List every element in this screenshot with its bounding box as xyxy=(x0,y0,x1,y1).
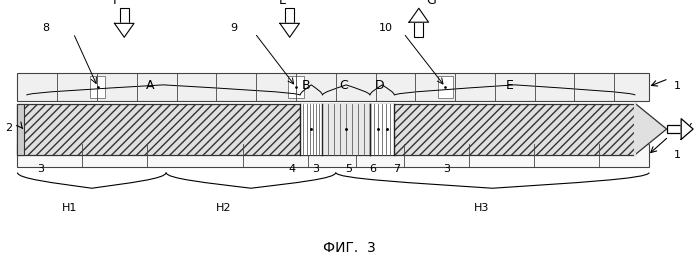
Text: 9: 9 xyxy=(230,23,237,33)
Bar xyxy=(415,22,423,37)
Text: X: X xyxy=(685,123,692,133)
Polygon shape xyxy=(681,119,693,139)
Bar xyxy=(285,8,294,23)
Bar xyxy=(322,104,370,155)
Text: 3: 3 xyxy=(312,164,319,174)
Bar xyxy=(667,124,681,134)
Text: A: A xyxy=(146,79,154,92)
Text: 5: 5 xyxy=(346,164,352,174)
Bar xyxy=(438,76,453,98)
Polygon shape xyxy=(280,23,299,37)
Bar xyxy=(17,144,649,167)
Polygon shape xyxy=(635,104,667,155)
Polygon shape xyxy=(114,23,134,37)
Text: E: E xyxy=(505,79,514,92)
Text: 7: 7 xyxy=(393,164,400,174)
Bar xyxy=(17,104,635,155)
Bar xyxy=(120,8,128,23)
Text: 3: 3 xyxy=(37,164,44,174)
Text: H2: H2 xyxy=(216,203,231,213)
Text: C: C xyxy=(339,79,348,92)
Text: H3: H3 xyxy=(474,203,489,213)
Text: 1: 1 xyxy=(674,81,681,91)
Bar xyxy=(300,104,322,155)
Bar xyxy=(288,76,304,98)
Text: 3: 3 xyxy=(443,164,450,174)
Text: H1: H1 xyxy=(62,203,77,213)
Bar xyxy=(370,104,394,155)
Text: 4: 4 xyxy=(288,164,295,174)
Text: 1: 1 xyxy=(674,150,681,160)
Text: D: D xyxy=(375,79,385,92)
Bar xyxy=(322,104,370,155)
Text: L: L xyxy=(279,0,285,7)
Text: 2: 2 xyxy=(6,123,13,133)
Bar xyxy=(17,73,649,101)
Bar xyxy=(90,76,105,98)
Text: B: B xyxy=(302,79,310,92)
Text: P: P xyxy=(113,0,120,7)
Text: G: G xyxy=(426,0,436,7)
Text: 8: 8 xyxy=(42,23,49,33)
Text: ФИГ.  3: ФИГ. 3 xyxy=(322,242,376,255)
Text: 6: 6 xyxy=(369,164,376,174)
Bar xyxy=(17,104,24,155)
Text: 10: 10 xyxy=(379,23,393,33)
Polygon shape xyxy=(409,8,429,22)
